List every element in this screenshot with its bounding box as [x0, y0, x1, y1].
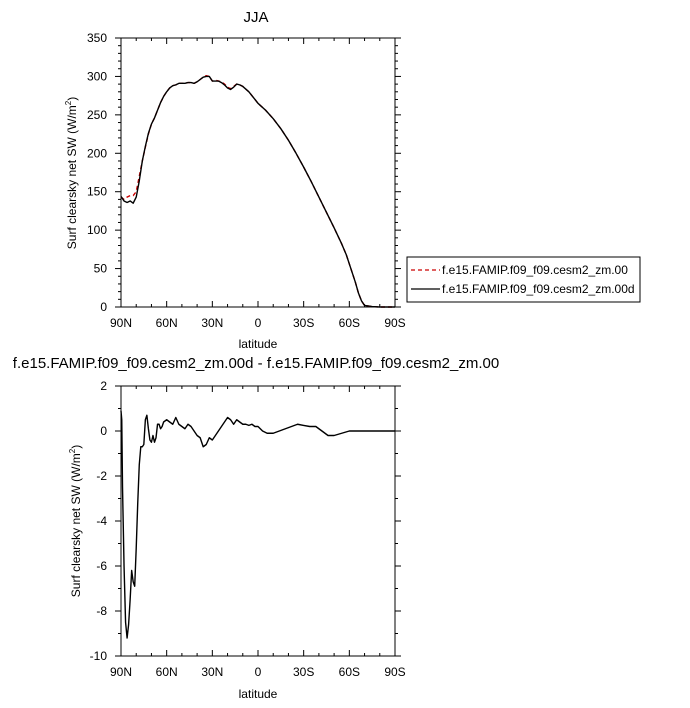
x-tick-label: 30S — [293, 665, 314, 679]
y-tick-label: -4 — [96, 514, 107, 528]
chart-title: JJA — [243, 9, 268, 26]
y-tick-label: -6 — [96, 559, 107, 573]
x-tick-label: 90N — [110, 316, 132, 330]
difference-chart: f.e15.FAMIP.f09_f09.cesm2_zm.00d - f.e15… — [13, 355, 499, 701]
x-tick-label: 30S — [293, 316, 314, 330]
y-tick-label: 50 — [94, 262, 108, 276]
plot-lines — [120, 74, 395, 308]
x-tick-label: 60S — [339, 665, 360, 679]
series-line-1 — [120, 410, 395, 639]
y-tick-label: 100 — [87, 223, 107, 237]
y-tick-label: 350 — [87, 31, 107, 45]
y-axis-units: (W/m — [69, 453, 83, 482]
y-axis-units-exponent: 2 — [64, 100, 73, 105]
x-tick-label: 90N — [110, 665, 132, 679]
x-tick-label: 60S — [339, 316, 360, 330]
y-axis-units-close: ) — [65, 97, 79, 101]
series-line-1 — [120, 74, 395, 308]
x-axis: 90N 60N 30N 0 30S 60S 90S — [110, 386, 406, 679]
legend-label-series-2: f.e15.FAMIP.f09_f09.cesm2_zm.00d — [442, 282, 635, 296]
x-tick-label: 0 — [255, 665, 262, 679]
plot-frame — [120, 37, 396, 308]
y-axis-label-name: Surf clearsky net SW — [69, 485, 83, 598]
x-tick-label: 90S — [384, 665, 405, 679]
chart-title: f.e15.FAMIP.f09_f09.cesm2_zm.00d - f.e15… — [13, 355, 499, 372]
legend-label-series-1: f.e15.FAMIP.f09_f09.cesm2_zm.00 — [442, 263, 628, 277]
y-axis-label: Surf clearsky net SW (W/m2) — [68, 445, 83, 597]
plot-lines — [120, 410, 395, 639]
y-tick-label: 150 — [87, 185, 107, 199]
top-chart: JJA 90N 60N 30N 0 30S 60S 90S 0 50 100 150 200 250 3… — [64, 9, 641, 351]
x-tick-label: 30N — [201, 316, 223, 330]
x-tick-label: 60N — [156, 665, 178, 679]
x-tick-label: 0 — [255, 316, 262, 330]
y-axis-units: (W/m — [65, 105, 79, 134]
y-axis-label-name: Surf clearsky net SW — [65, 137, 79, 250]
y-axis-units-close: ) — [69, 445, 83, 449]
y-axis-units-exponent: 2 — [68, 448, 77, 453]
y-tick-label: 200 — [87, 146, 107, 160]
x-tick-label: 30N — [201, 665, 223, 679]
x-tick-label: 60N — [156, 316, 178, 330]
y-tick-label: -10 — [90, 649, 108, 663]
y-tick-label: 250 — [87, 108, 107, 122]
x-axis-label: latitude — [239, 687, 278, 701]
x-axis: 90N 60N 30N 0 30S 60S 90S — [110, 38, 406, 330]
x-tick-label: 90S — [384, 316, 405, 330]
y-tick-label: 0 — [100, 300, 107, 314]
y-axis: 0 50 100 150 200 250 300 350 — [87, 31, 401, 314]
y-tick-label: 300 — [87, 69, 107, 83]
y-axis-label: Surf clearsky net SW (W/m2) — [64, 97, 79, 249]
y-tick-label: 0 — [100, 424, 107, 438]
y-tick-label: -2 — [96, 469, 107, 483]
series-line-2 — [120, 75, 395, 308]
y-tick-label: -8 — [96, 604, 107, 618]
y-tick-label: 2 — [100, 379, 107, 393]
x-axis-label: latitude — [239, 337, 278, 351]
y-axis: -10 -8 -6 -4 -2 0 2 — [90, 379, 401, 663]
legend: f.e15.FAMIP.f09_f09.cesm2_zm.00 f.e15.FA… — [406, 256, 641, 303]
legend-box — [406, 256, 641, 303]
